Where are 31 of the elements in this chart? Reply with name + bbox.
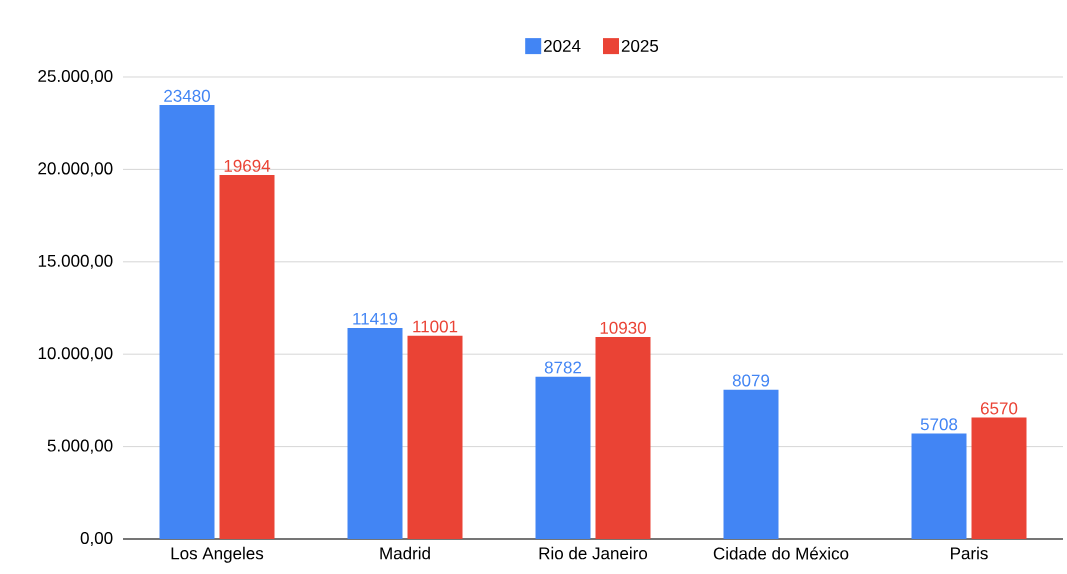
data-label: 23480: [164, 89, 210, 102]
data-label: 8782: [544, 361, 582, 374]
data-label: 6570: [980, 402, 1018, 415]
bar: [535, 376, 591, 539]
x-tick-label: Madrid: [380, 546, 430, 560]
bar: [219, 175, 275, 539]
y-tick-label: 10.000,00: [38, 347, 113, 362]
y-tick-label: 0,00: [80, 531, 113, 547]
bar: [595, 337, 651, 539]
data-label: 8079: [732, 374, 770, 387]
bar: [347, 327, 403, 539]
legend-label: 2024: [544, 39, 581, 52]
bar: [971, 417, 1027, 539]
bar: [407, 335, 463, 539]
data-label: 5708: [920, 418, 958, 431]
data-label: 11001: [413, 320, 458, 333]
data-label: 10930: [600, 321, 646, 334]
y-tick-label: 20.000,00: [38, 162, 113, 177]
x-tick-label: Cidade do México: [713, 546, 849, 560]
x-tick-label: Los Angeles: [171, 546, 264, 563]
y-tick-label: 5.000,00: [47, 439, 113, 454]
y-tick-label: 25.000,00: [38, 69, 113, 85]
x-tick-label: Paris: [951, 546, 988, 560]
data-label: 19694: [224, 159, 271, 172]
bar: [911, 433, 967, 539]
bar: [723, 389, 779, 539]
legend-label: 2025: [621, 39, 659, 52]
y-tick-label: 15.000,00: [38, 254, 113, 269]
data-label: 11419: [353, 312, 398, 325]
x-tick-label: Rio de Janeiro: [539, 546, 648, 560]
bar: [159, 105, 215, 539]
